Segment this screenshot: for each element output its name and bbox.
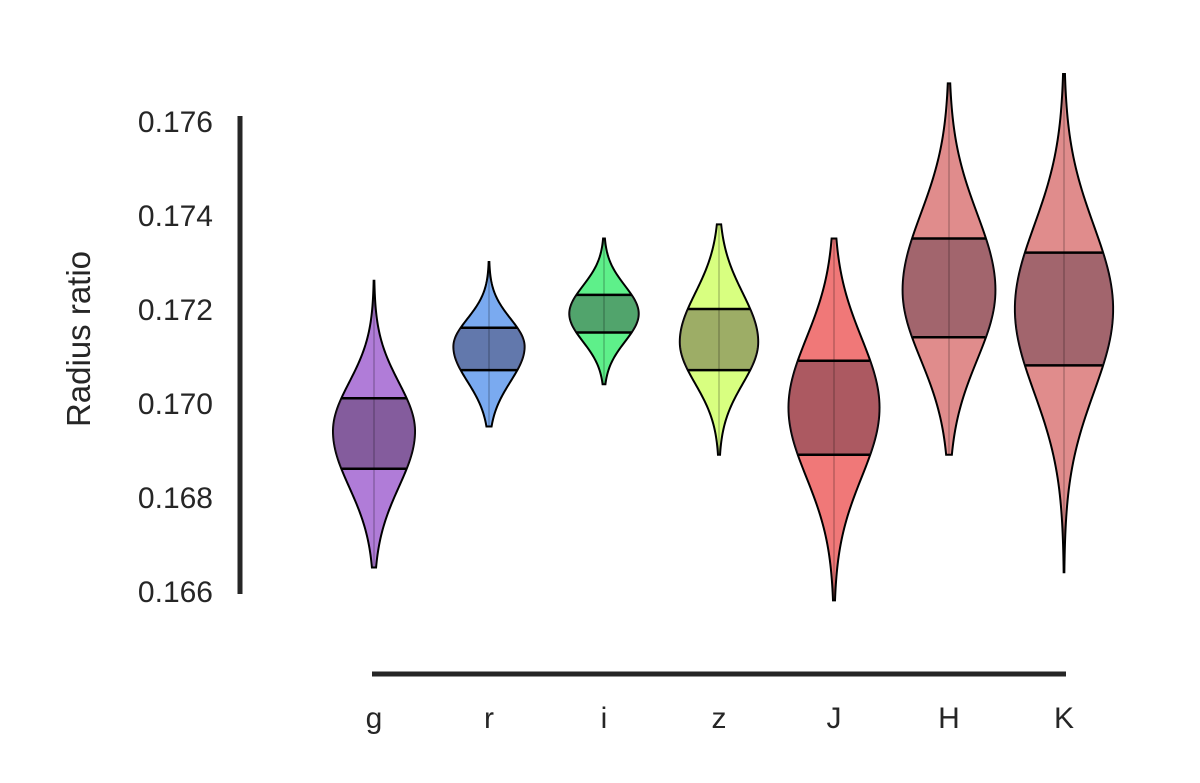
violin-body [787, 237, 881, 602]
violin-body [678, 223, 760, 456]
x-tick-label: r [484, 702, 494, 735]
violin-body [332, 279, 416, 569]
iqr-band [333, 398, 415, 469]
violin-body [901, 82, 997, 456]
x-tick-label: z [712, 702, 727, 735]
y-tick-label: 0.176 [138, 106, 213, 139]
violin-body [452, 261, 526, 428]
y-tick-label: 0.166 [138, 576, 213, 609]
iqr-band [788, 360, 880, 455]
violin-J [787, 237, 881, 602]
iqr-band [569, 294, 639, 333]
iqr-band [1014, 252, 1114, 366]
violin-K [1013, 73, 1115, 574]
iqr-band [679, 309, 759, 371]
iqr-band [902, 238, 996, 338]
violin-i [568, 237, 640, 386]
x-tick-label: g [366, 702, 383, 735]
y-tick-labels: 0.166 0.168 0.170 0.172 0.174 0.176 [138, 106, 213, 609]
violin-z [678, 223, 760, 456]
iqr-band [453, 327, 525, 371]
violin-body [1013, 73, 1115, 574]
violin-body [568, 237, 640, 386]
violin-r [452, 261, 526, 428]
violins [332, 73, 1115, 602]
x-tick-label: J [827, 702, 842, 735]
violin-g [332, 279, 416, 569]
violin-H [901, 82, 997, 456]
x-tick-label: i [601, 702, 608, 735]
y-axis-title: Radius ratio [60, 251, 97, 427]
y-tick-label: 0.170 [138, 388, 213, 421]
y-tick-label: 0.168 [138, 482, 213, 515]
y-tick-label: 0.174 [138, 200, 213, 233]
x-tick-label: K [1054, 702, 1074, 735]
x-tick-label: H [938, 702, 960, 735]
y-tick-label: 0.172 [138, 294, 213, 327]
